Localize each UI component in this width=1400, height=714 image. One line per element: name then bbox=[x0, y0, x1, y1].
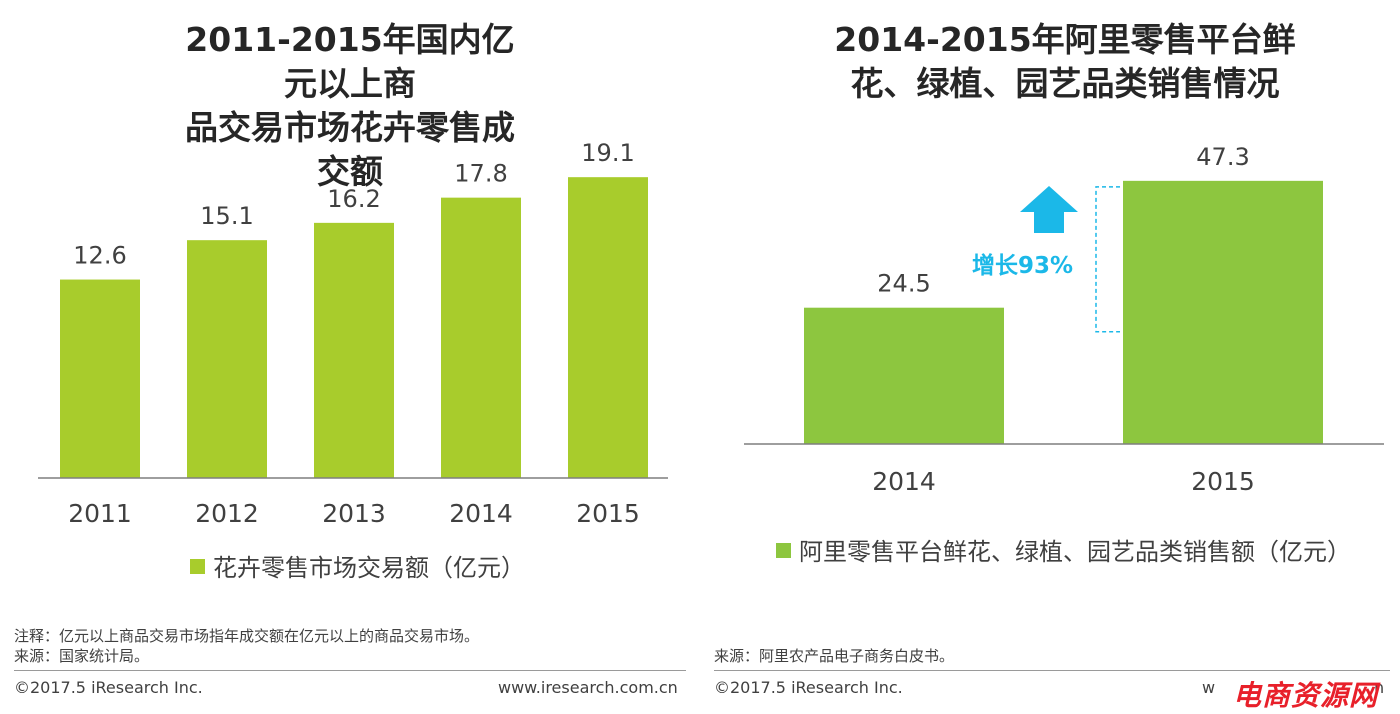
right-title-line-1: 2014-2015年阿里零售平台鲜 bbox=[834, 20, 1296, 59]
right-title-line-2: 花、绿植、园艺品类销售情况 bbox=[850, 64, 1280, 103]
right-tick-label-2014: 2014 bbox=[872, 467, 936, 496]
left-title-line-2: 品交易市场花卉零售成交额 bbox=[185, 108, 515, 191]
growth-annotation: 增长93% bbox=[972, 253, 1074, 279]
left-bar-2013 bbox=[314, 222, 394, 478]
right-legend-swatch bbox=[776, 543, 791, 558]
left-tick-label-2011: 2011 bbox=[68, 499, 132, 528]
left-footer-divider bbox=[14, 670, 686, 671]
right-value-label-2015: 47.3 bbox=[1196, 143, 1249, 171]
left-title-line-1: 2011-2015年国内亿元以上商 bbox=[185, 20, 515, 103]
left-tick-label-2014: 2014 bbox=[449, 499, 513, 528]
left-chart-title: 2011-2015年国内亿元以上商 品交易市场花卉零售成交额 bbox=[20, 18, 680, 194]
right-bar-chart: 24.5 2014 47.3 2015 bbox=[744, 143, 1384, 496]
left-value-label-2014: 17.8 bbox=[454, 160, 507, 188]
left-bar-2014 bbox=[441, 197, 521, 478]
left-bar-2015 bbox=[568, 177, 648, 479]
right-bar-2014 bbox=[804, 307, 1004, 444]
right-bar-2015 bbox=[1123, 180, 1323, 444]
left-copyright: ©2017.5 iResearch Inc. bbox=[14, 678, 203, 697]
right-chart-panel: 2014-2015年阿里零售平台鲜 花、绿植、园艺品类销售情况 24.5 2014… bbox=[700, 0, 1400, 712]
right-website-start[interactable]: w bbox=[1202, 678, 1216, 697]
left-value-label-2015: 19.1 bbox=[581, 139, 634, 167]
right-tick-label-2015: 2015 bbox=[1191, 467, 1255, 496]
left-legend: 花卉零售市场交易额（亿元） bbox=[190, 553, 525, 583]
right-value-label-2014: 24.5 bbox=[877, 270, 930, 298]
right-legend: 阿里零售平台鲜花、绿植、园艺品类销售额（亿元） bbox=[776, 537, 1351, 567]
left-value-label-2012: 15.1 bbox=[200, 202, 253, 230]
growth-bracket bbox=[1095, 186, 1120, 333]
left-value-label-2011: 12.6 bbox=[73, 242, 126, 270]
left-value-label-2013: 16.2 bbox=[327, 185, 380, 213]
left-legend-swatch bbox=[190, 559, 205, 574]
right-note-1: 来源：阿里农产品电子商务白皮书。 bbox=[714, 647, 955, 665]
right-chart-title: 2014-2015年阿里零售平台鲜 花、绿植、园艺品类销售情况 bbox=[730, 18, 1400, 106]
left-bar-2012 bbox=[187, 240, 267, 478]
right-copyright: ©2017.5 iResearch Inc. bbox=[714, 678, 903, 697]
right-website-end[interactable]: n bbox=[1374, 678, 1385, 697]
left-bar-chart: 12.6 2011 15.1 2012 16.2 2013 17.8 2014 19.1 2015 bbox=[38, 139, 668, 528]
left-note-2: 来源：国家统计局。 bbox=[14, 647, 150, 665]
left-note-1: 注释：亿元以上商品交易市场指年成交额在亿元以上的商品交易市场。 bbox=[14, 627, 480, 645]
right-footer-divider bbox=[714, 670, 1390, 671]
left-legend-label: 花卉零售市场交易额（亿元） bbox=[213, 554, 525, 582]
left-tick-label-2012: 2012 bbox=[195, 499, 259, 528]
left-website-link[interactable]: www.iresearch.com.cn bbox=[498, 678, 678, 697]
left-chart-panel: 2011-2015年国内亿元以上商 品交易市场花卉零售成交额 12.6 2011 1… bbox=[0, 0, 690, 712]
left-bar-2011 bbox=[60, 279, 140, 478]
watermark-logo: 电商资源网 bbox=[1232, 679, 1378, 712]
right-legend-label: 阿里零售平台鲜花、绿植、园艺品类销售额（亿元） bbox=[799, 538, 1351, 566]
left-tick-label-2013: 2013 bbox=[322, 499, 386, 528]
growth-arrow-up-icon bbox=[1020, 186, 1078, 233]
left-tick-label-2015: 2015 bbox=[576, 499, 640, 528]
